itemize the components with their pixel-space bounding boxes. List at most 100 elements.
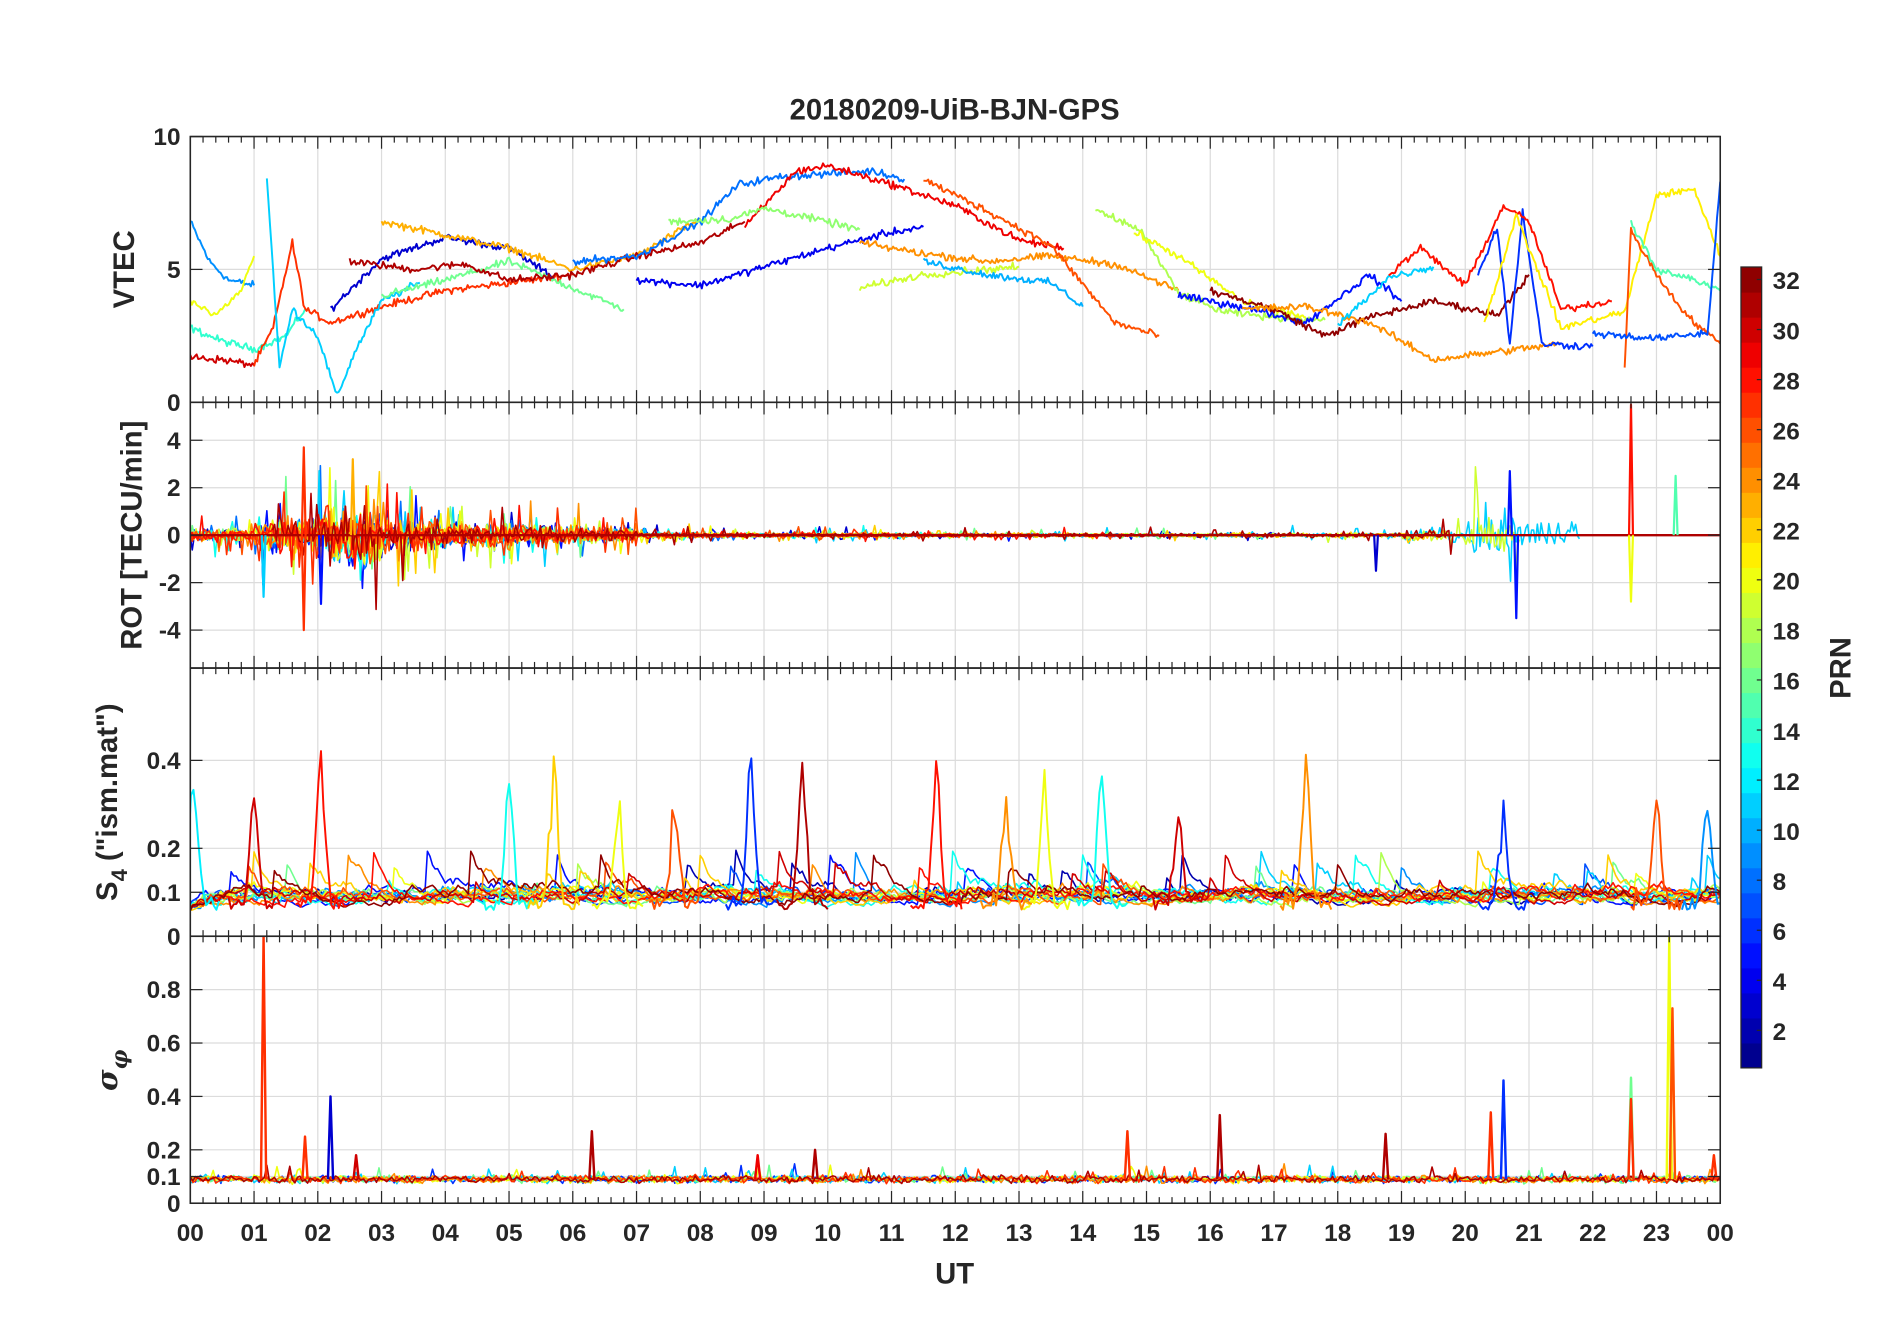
sigma-peak-prn-27 (259, 936, 268, 1180)
y-label-rot: ROT [TECU/min] (117, 421, 149, 650)
sigma-y-tick-label: 0.1 (147, 1164, 181, 1191)
x-tick-label: 18 (1324, 1220, 1351, 1247)
s4-peak-prn-13 (1075, 775, 1129, 910)
x-axis-label: UT (935, 1259, 974, 1291)
sigma-peak-prn-30 (352, 1153, 360, 1180)
colorbar-tick-label: 2 (1773, 1019, 1787, 1046)
vtec-track-prn-9 (190, 220, 255, 288)
vtec-track-prn-24 (858, 239, 1180, 292)
x-tick-label: 07 (623, 1220, 650, 1247)
rot-peak-prn-23 (349, 458, 356, 536)
colorbar-segment-prn-4 (1740, 967, 1762, 994)
sigma-series-prn-31 (190, 1164, 1721, 1185)
rot-series-prn-19 (190, 465, 1521, 581)
colorbar-segment-prn-30 (1740, 317, 1762, 343)
rot-series-prn-20 (190, 466, 1107, 565)
colorbar-segment-prn-18 (1740, 617, 1762, 644)
vtec-track-prn-18 (1094, 208, 1326, 323)
colorbar-segment-prn-16 (1740, 667, 1762, 694)
x-tick-label: 23 (1643, 1220, 1670, 1247)
sigma-y-tick-label: 0 (167, 1191, 181, 1218)
s4-peak-prn-24 (1279, 753, 1333, 911)
sigma-peak-prn-31 (1216, 1113, 1224, 1180)
sigma-peak-prn-29 (753, 1153, 762, 1180)
x-tick-label: 10 (814, 1220, 841, 1247)
colorbar-segment-prn-5 (1740, 942, 1762, 969)
s4-peak-prn-28 (909, 760, 963, 910)
panel-vtec: 0 5 10 (153, 124, 1722, 417)
colorbar-tick-label: 8 (1773, 869, 1787, 896)
sigma-peak-prn-31 (1381, 1132, 1390, 1180)
s4-peak-prn-30 (1151, 816, 1205, 911)
colorbar-segment-prn-10 (1740, 817, 1762, 844)
colorbar-segment-prn-2 (1740, 1017, 1762, 1044)
s4-series (190, 750, 1721, 912)
colorbar-segment-prn-1 (1740, 1042, 1762, 1069)
sigma-peak-prn-27 (1627, 1097, 1635, 1180)
svg-text:σφ: σφ (90, 1049, 133, 1091)
x-tick-label: 16 (1197, 1220, 1224, 1247)
panel-rot: -4 -2 0 2 4 (159, 401, 1722, 669)
rot-peak-prn-5 (1506, 469, 1513, 536)
colorbar-tick-label: 10 (1773, 819, 1800, 846)
chart-title: 20180209-UiB-BJN-GPS (790, 94, 1120, 126)
colorbar-tick-label: 20 (1773, 569, 1800, 596)
vtec-track-prn-29 (743, 162, 1065, 251)
colorbar-segment-prn-29 (1740, 342, 1762, 368)
x-tick-label: 05 (495, 1220, 522, 1247)
x-tick-label: 01 (240, 1220, 267, 1247)
sigma-peak-prn-27 (1710, 1153, 1718, 1180)
colorbar-segment-prn-13 (1740, 742, 1762, 769)
colorbar-tick-label: 30 (1773, 318, 1800, 345)
colorbar-segment-prn-31 (1740, 292, 1762, 318)
vtec-track-prn-4 (635, 224, 924, 290)
colorbar-segment-prn-3 (1740, 992, 1762, 1019)
s4-peak-prn-6 (724, 757, 778, 911)
sigma-y-tick-label: 0.8 (147, 977, 181, 1004)
vtec-track-prn-26 (923, 178, 1160, 338)
vtec-y-tick-label: 0 (167, 390, 181, 417)
rot-peak-prn-11 (260, 535, 267, 598)
colorbar-tick-label: 18 (1773, 619, 1800, 646)
colorbar-segment-prn-23 (1740, 492, 1762, 518)
colorbar-tick-label: 32 (1773, 268, 1800, 295)
s4-peak-prn-6 (1477, 799, 1530, 911)
x-tick-label: 14 (1069, 1220, 1097, 1247)
vtec-track-prn-21 (1483, 187, 1721, 331)
y-label-rot-text: ROT [TECU/min] (117, 421, 149, 650)
s4-peak-prn-13 (482, 783, 536, 911)
colorbar-tick-label: 12 (1773, 769, 1800, 796)
rot-peak-prn-27 (300, 446, 307, 536)
colorbar-segment-prn-9 (1740, 842, 1762, 869)
vtec-track-prn-20 (190, 255, 255, 317)
colorbar-tick-label: 14 (1773, 719, 1801, 746)
s4-y-tick-label: 0.2 (147, 836, 181, 863)
vtec-y-tick-label: 10 (153, 124, 180, 151)
rot-y-tick-label: 4 (167, 428, 181, 455)
vtec-y-tick-label: 5 (167, 257, 181, 284)
rot-peak-prn-5 (317, 535, 325, 606)
colorbar-segment-prn-20 (1740, 567, 1762, 593)
y-label-vtec-text: VTEC (109, 230, 141, 308)
svg-text:S4 ("ism.mat"): S4 ("ism.mat") (92, 703, 132, 901)
vtec-track-prn-28 (1388, 204, 1613, 313)
s4-y-tick-label: 0.1 (147, 880, 181, 907)
vtec-track-prn-31 (348, 220, 746, 283)
vtec-track-prn-16 (380, 256, 625, 312)
rot-peak-prn-3 (1373, 535, 1380, 572)
panel-s4: 0 0.1 0.2 0.4 (147, 667, 1722, 951)
vtec-track-prn-6 (1477, 208, 1594, 351)
s4-peak-prn-9 (1681, 809, 1721, 911)
vtec-track-prn-30 (190, 353, 255, 369)
colorbar-segment-prn-27 (1740, 392, 1762, 418)
sigma-series (190, 936, 1721, 1186)
s4-peak-prn-22 (527, 755, 581, 911)
y-label-s4-sub: 4 (107, 868, 132, 881)
x-tick-label: 06 (559, 1220, 586, 1247)
colorbar-segment-prn-24 (1740, 467, 1762, 493)
rot-y-tick-label: 0 (167, 523, 181, 550)
sigma-peak-prn-6 (1499, 1079, 1508, 1180)
